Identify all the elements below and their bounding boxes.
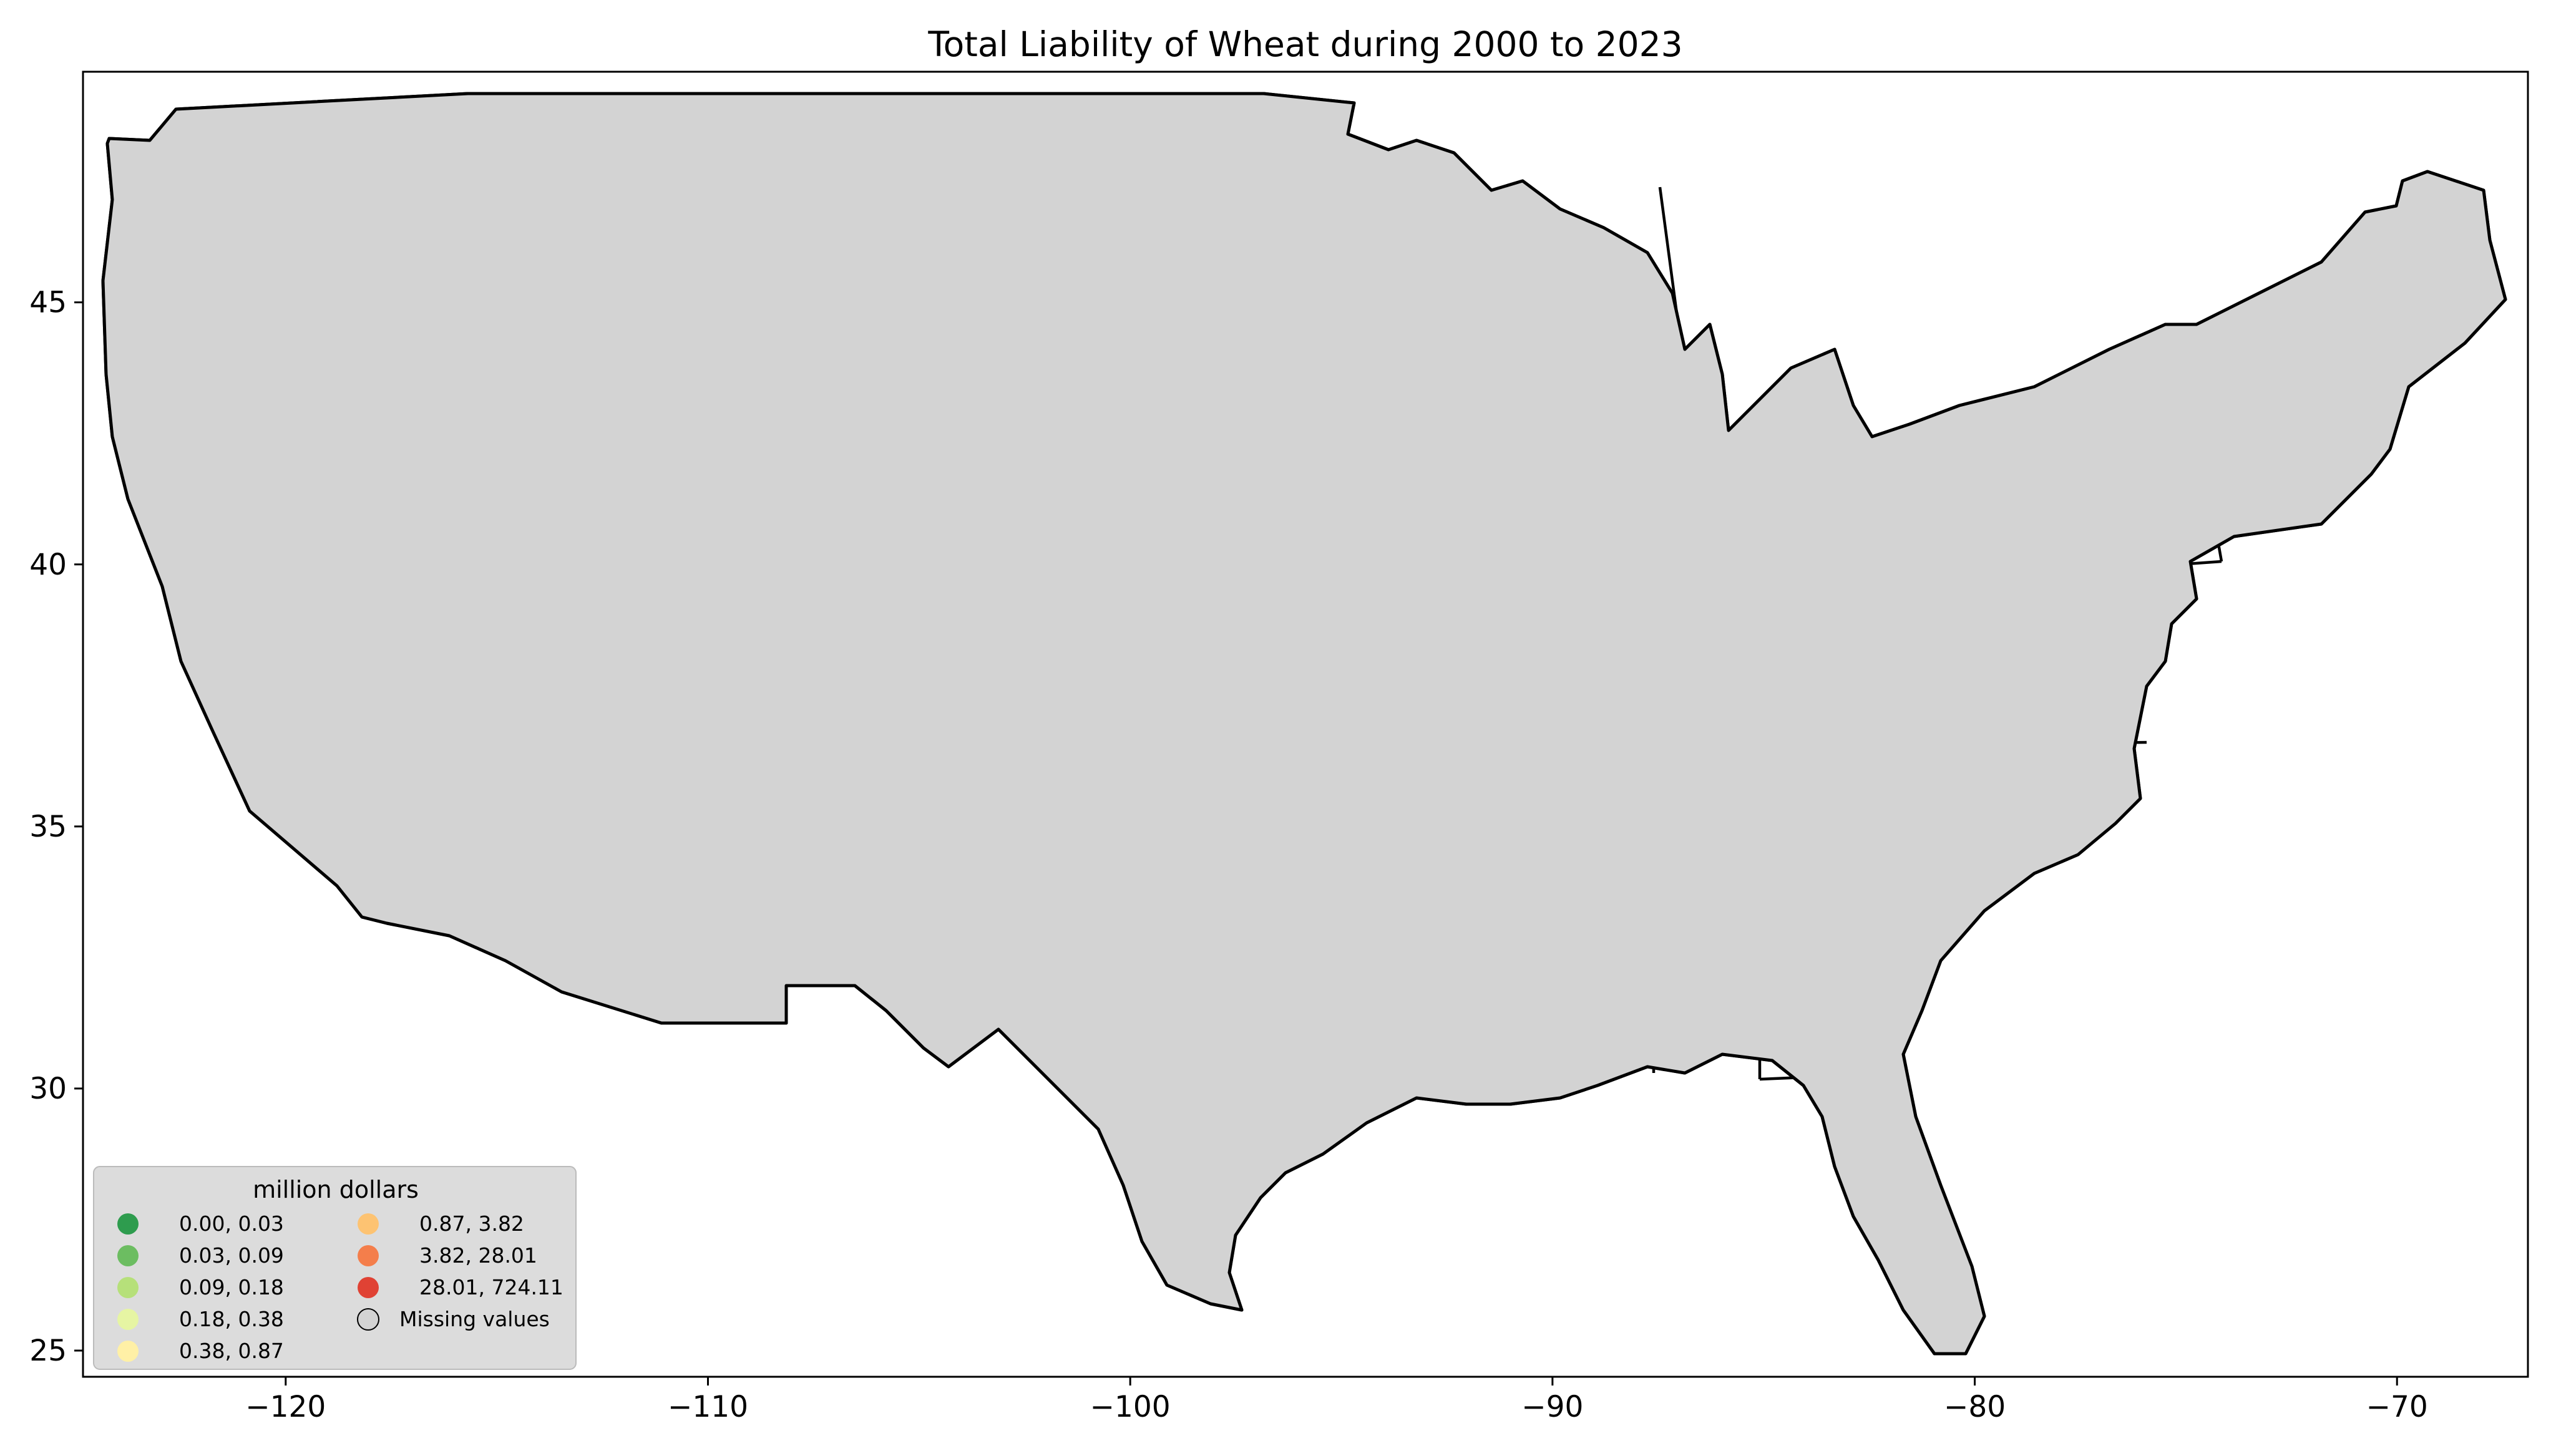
y-tick-label: 45 (29, 286, 67, 320)
legend-label: 0.03, 0.09 (179, 1243, 284, 1268)
x-tick-label: −70 (2366, 1390, 2428, 1424)
legend-label: 0.00, 0.03 (179, 1211, 284, 1236)
y-axis: 25 30 35 40 45 (29, 286, 83, 1368)
legend-swatch (117, 1309, 139, 1330)
legend-label: 0.38, 0.87 (179, 1339, 284, 1363)
x-tick-label: −80 (1944, 1390, 2006, 1424)
legend-title: million dollars (253, 1176, 419, 1203)
y-tick-label: 35 (29, 810, 67, 844)
y-tick-label: 40 (29, 548, 67, 582)
plot-frame (82, 70, 2529, 1378)
legend-label: 0.09, 0.18 (179, 1275, 284, 1299)
map-title: Total Liability of Wheat during 2000 to … (927, 24, 1682, 64)
x-axis: −120 −110 −100 −90 −80 −70 (245, 1377, 2428, 1424)
legend-box (93, 1166, 577, 1370)
y-tick-label: 25 (29, 1334, 67, 1368)
x-tick-label: −90 (1521, 1390, 1583, 1424)
legend-label: 3.82, 28.01 (419, 1243, 537, 1268)
x-tick-label: −120 (245, 1390, 326, 1424)
legend-label: 0.18, 0.38 (179, 1307, 284, 1331)
legend-swatch (358, 1213, 379, 1235)
legend-swatch (117, 1245, 139, 1266)
legend-label: 28.01, 724.11 (419, 1275, 563, 1299)
legend-label: Missing values (399, 1307, 550, 1331)
legend-swatch (357, 1308, 379, 1331)
legend-swatch (117, 1341, 139, 1362)
legend-swatch (358, 1245, 379, 1266)
y-tick-label: 30 (29, 1072, 67, 1106)
legend-swatch (117, 1277, 139, 1298)
x-tick-label: −110 (668, 1390, 748, 1424)
legend: million dollars 0.00, 0.03 0.03, 0.09 0.09… (93, 1166, 577, 1370)
x-tick-label: −100 (1090, 1390, 1171, 1424)
legend-label: 0.87, 3.82 (419, 1211, 524, 1236)
legend-swatch (117, 1213, 139, 1235)
legend-swatch (358, 1277, 379, 1298)
